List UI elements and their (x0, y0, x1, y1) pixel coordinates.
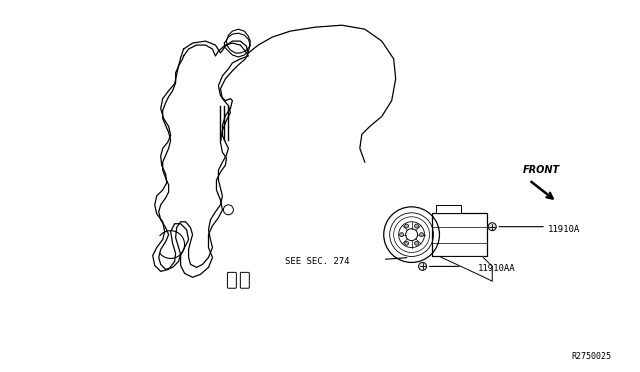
Circle shape (415, 224, 419, 228)
Text: 11910AA: 11910AA (478, 264, 516, 273)
Bar (436, 205, 461, 213)
Circle shape (415, 241, 419, 245)
Circle shape (419, 262, 426, 270)
Text: R2750025: R2750025 (571, 352, 611, 361)
Polygon shape (440, 256, 492, 281)
Polygon shape (153, 41, 248, 277)
Circle shape (404, 224, 408, 228)
Bar (431, 213, 487, 256)
Circle shape (420, 232, 424, 237)
Circle shape (488, 223, 496, 231)
Circle shape (399, 232, 404, 237)
Polygon shape (248, 25, 396, 162)
Text: SEE SEC. 274: SEE SEC. 274 (285, 257, 349, 266)
Circle shape (404, 241, 408, 245)
Text: 11910A: 11910A (548, 225, 580, 234)
Text: FRONT: FRONT (523, 165, 560, 175)
